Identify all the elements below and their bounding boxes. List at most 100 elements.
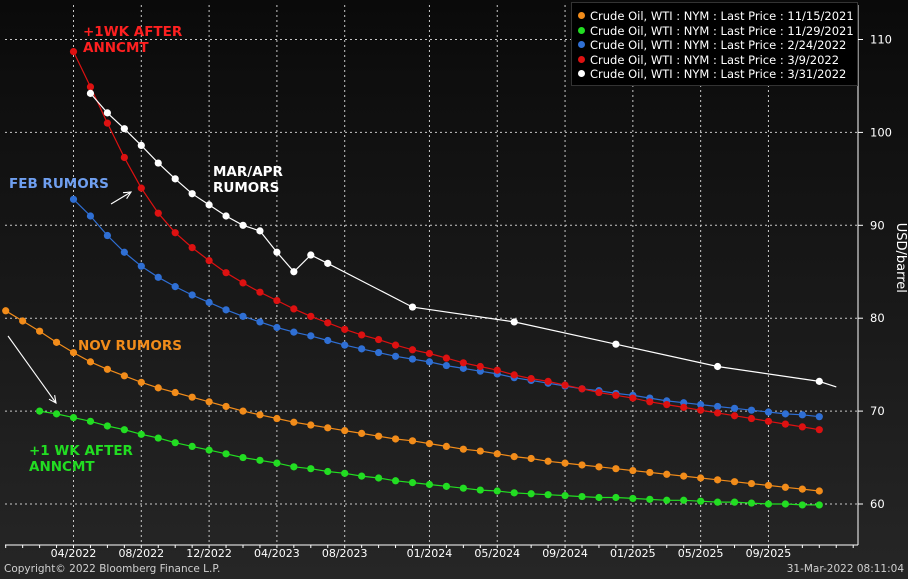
x-tick-label: 09/2025 <box>746 547 792 560</box>
data-point <box>273 248 281 256</box>
data-point <box>137 378 145 386</box>
data-point <box>290 305 298 313</box>
data-point <box>52 410 61 418</box>
data-point <box>730 478 739 486</box>
legend-label: Crude Oil, WTI : NYM : Last Price : 3/9/… <box>590 53 840 67</box>
data-point <box>493 487 501 495</box>
data-point <box>510 318 518 326</box>
legend-label: Crude Oil, WTI : NYM : Last Price : 3/31… <box>590 67 847 81</box>
data-point <box>205 257 213 265</box>
data-point <box>171 229 179 237</box>
data-point <box>154 384 162 392</box>
data-point <box>680 472 688 480</box>
annotation-arrow <box>7 335 57 404</box>
data-point <box>222 306 230 314</box>
data-point <box>154 159 162 167</box>
data-point <box>459 484 467 492</box>
data-point <box>629 394 637 402</box>
data-point <box>459 359 467 367</box>
series-line <box>90 93 820 382</box>
data-point <box>120 372 128 380</box>
x-tick-label: 05/2024 <box>474 547 520 560</box>
data-point <box>595 463 603 471</box>
data-point <box>171 439 179 447</box>
data-point <box>764 408 773 416</box>
data-point <box>171 175 179 183</box>
data-point <box>815 487 823 495</box>
data-point <box>442 354 450 362</box>
data-point <box>69 414 78 422</box>
data-point <box>358 345 366 353</box>
annotation-label: +1 WK AFTER ANNCMT <box>29 443 134 475</box>
annotation-line: ANNCMT <box>83 40 149 56</box>
data-point <box>290 463 298 471</box>
data-point <box>391 341 400 349</box>
x-tick-label: 08/2022 <box>118 547 164 560</box>
data-point <box>764 417 773 425</box>
x-tick-label: 01/2025 <box>610 547 656 560</box>
data-point <box>544 457 552 465</box>
data-point <box>764 500 773 508</box>
x-tick-label: 08/2023 <box>322 547 368 560</box>
x-tick-label: 05/2025 <box>678 547 724 560</box>
data-point <box>595 493 603 502</box>
data-point <box>324 259 332 267</box>
data-point <box>188 243 196 252</box>
data-point <box>86 83 95 91</box>
data-point <box>120 248 128 256</box>
data-point <box>578 492 586 501</box>
data-point <box>222 450 230 458</box>
data-point <box>205 201 213 209</box>
legend-marker-icon <box>578 41 585 48</box>
data-point <box>36 407 44 415</box>
data-point <box>425 358 434 366</box>
annotation-arrowhead <box>122 191 133 199</box>
data-point <box>273 323 281 332</box>
data-point <box>86 358 95 366</box>
data-point <box>510 489 518 497</box>
x-tick-label: 12/2022 <box>186 547 232 560</box>
legend-label: Crude Oil, WTI : NYM : Last Price : 2/24… <box>590 38 847 52</box>
data-point <box>103 119 111 127</box>
data-point <box>103 231 111 240</box>
annotation-line: RUMORS <box>213 180 279 196</box>
data-point <box>137 184 145 192</box>
data-point <box>154 209 162 217</box>
data-point <box>86 417 95 425</box>
data-point <box>307 332 315 340</box>
data-point <box>171 388 179 397</box>
data-point <box>493 366 501 374</box>
series-line <box>819 380 837 388</box>
legend: Crude Oil, WTI : NYM : Last Price : 11/1… <box>571 2 858 86</box>
data-point <box>324 467 332 476</box>
y-tick-label: 100 <box>870 125 892 139</box>
legend-label: Crude Oil, WTI : NYM : Last Price : 11/1… <box>590 9 854 23</box>
data-point <box>239 453 247 462</box>
annotation-label: MAR/APR RUMORS <box>213 164 284 196</box>
x-tick-label: 09/2024 <box>542 547 588 560</box>
data-point <box>714 498 722 506</box>
copyright-text: Copyright© 2022 Bloomberg Finance L.P. <box>4 563 221 575</box>
data-point <box>86 212 95 220</box>
data-point <box>781 500 790 508</box>
data-point <box>188 291 196 299</box>
y-tick-label: 60 <box>870 497 885 511</box>
data-point <box>459 364 467 372</box>
annotation-line: NOV RUMORS <box>78 338 182 354</box>
data-point <box>239 312 247 320</box>
data-point <box>256 288 264 296</box>
data-point <box>19 317 27 325</box>
data-point <box>781 410 790 418</box>
annotation-line: +1 WK AFTER <box>29 443 134 459</box>
data-point <box>154 273 162 281</box>
data-point <box>222 212 230 220</box>
timestamp-text: 31-Mar-2022 08:11:04 <box>786 563 904 575</box>
data-point <box>290 268 298 276</box>
y-tick-label: 110 <box>870 33 892 47</box>
data-point <box>358 472 366 480</box>
data-point <box>52 338 61 346</box>
data-point <box>714 476 722 484</box>
data-point <box>747 499 756 507</box>
